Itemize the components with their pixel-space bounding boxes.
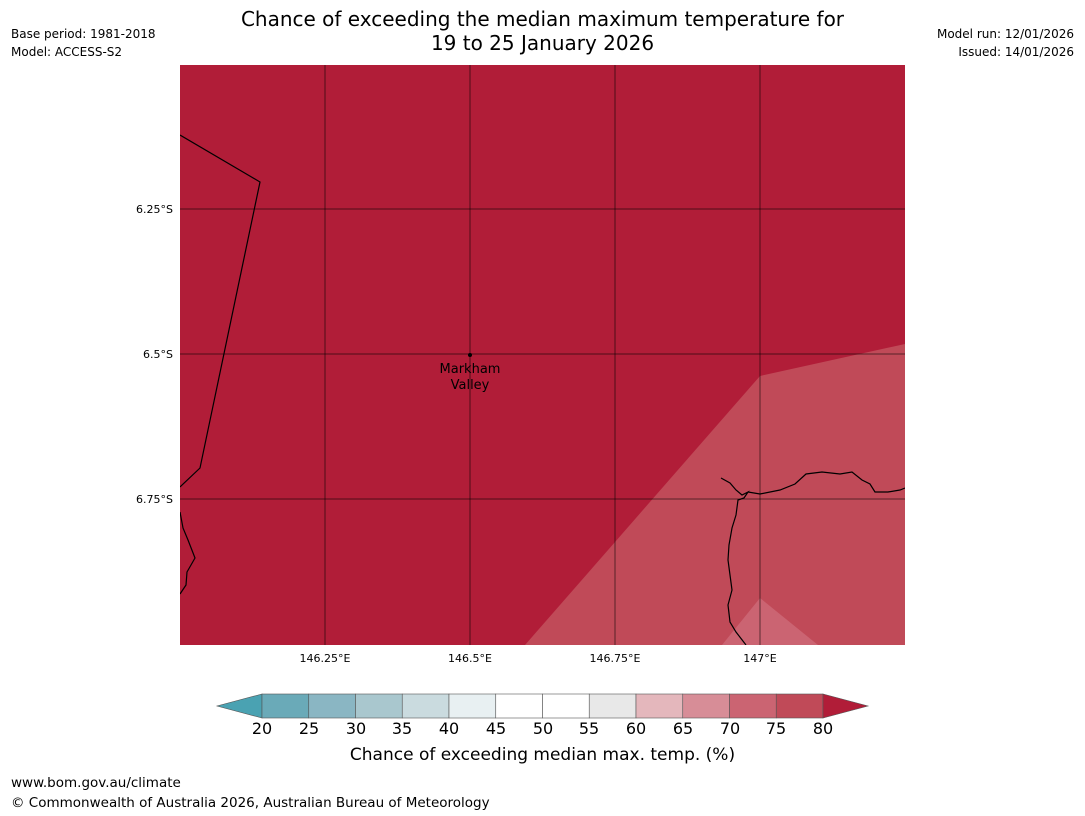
place-label-line-1: Markham [440, 362, 501, 377]
place-label-line-2: Valley [451, 378, 490, 393]
colorbar-cell-65-70 [682, 693, 730, 719]
colorbar-title: Chance of exceeding median max. temp. (%… [349, 745, 736, 765]
colorbar-tick-40: 40 [438, 719, 460, 738]
colorbar-cell-35-40 [401, 693, 450, 719]
colorbar-tick-65: 65 [672, 719, 694, 738]
footer-url[interactable]: www.bom.gov.au/climate [11, 775, 181, 791]
coastlines [180, 134, 905, 645]
colorbar-cell-55-60 [588, 693, 637, 719]
colorbar-tick-30: 30 [345, 719, 367, 738]
lat-label-6-5: 6.5°S [143, 348, 173, 361]
coastline-southwest [180, 511, 196, 595]
colorbar-cell-70-75 [729, 693, 777, 719]
place-marker-markham-valley[interactable]: Markham Valley [440, 353, 501, 393]
colorbar-cell-75-80 [775, 693, 824, 719]
lat-tick-labels: 6.25°S 6.5°S 6.75°S [136, 203, 173, 506]
gridlines [180, 65, 905, 645]
header-meta-right: Model run: 12/01/2026 Issued: 14/01/2026 [937, 25, 1074, 61]
issued-text: Issued: 14/01/2026 [958, 45, 1074, 59]
colorbar-cell-30-35 [355, 693, 403, 719]
title-line-1: Chance of exceeding the median maximum t… [240, 7, 845, 31]
lon-tick-labels: 146.25°E 146.5°E 146.75°E 147°E [300, 652, 777, 665]
colorbar-cell-25-30 [308, 693, 356, 719]
colorbar-tick-70: 70 [719, 719, 741, 738]
colorbar-tick-55: 55 [578, 719, 600, 738]
colorbar-tick-20: 20 [251, 719, 273, 738]
colorbar-cell-40-45 [448, 693, 497, 719]
colorbar-cell-50-55 [542, 693, 590, 719]
colorbar-tick-45: 45 [485, 719, 507, 738]
region-70-75 [722, 598, 818, 645]
coastline-huon-gulf [720, 477, 750, 645]
model-text: Model: ACCESS-S2 [11, 45, 123, 59]
base-period-text: Base period: 1981-2018 [11, 27, 156, 41]
colorbar-tick-25: 25 [298, 719, 320, 738]
lon-label-146-25: 146.25°E [300, 652, 351, 665]
colorbar-cell-60-65 [635, 693, 684, 719]
region-75-80 [525, 344, 905, 645]
colorbar-low-extend [215, 693, 263, 719]
map-area[interactable]: Markham Valley [180, 65, 905, 645]
title-line-2: 19 to 25 January 2026 [430, 31, 655, 55]
colorbar-cell-20-25 [261, 693, 310, 719]
colorbar-tick-75: 75 [765, 719, 787, 738]
lon-label-146-75: 146.75°E [590, 652, 641, 665]
lon-label-146-5: 146.5°E [448, 652, 492, 665]
boundary-line-west [180, 134, 261, 488]
coastline-east [747, 471, 905, 495]
footer-copyright: © Commonwealth of Australia 2026, Austra… [11, 795, 490, 811]
chart-title: Chance of exceeding the median maximum t… [0, 7, 1085, 55]
lon-label-147: 147°E [743, 652, 776, 665]
lat-label-6-75: 6.75°S [136, 493, 173, 506]
colorbar-cell-45-50 [495, 693, 543, 719]
header-meta-left: Base period: 1981-2018 Model: ACCESS-S2 [11, 25, 156, 61]
colorbar-tick-80: 80 [812, 719, 834, 738]
colorbar [215, 693, 870, 719]
model-run-text: Model run: 12/01/2026 [936, 27, 1074, 41]
colorbar-tick-35: 35 [391, 719, 413, 738]
lat-label-6-25: 6.25°S [136, 203, 173, 216]
colorbar-tick-50: 50 [532, 719, 554, 738]
colorbar-high-extend [822, 693, 870, 719]
colorbar-tick-60: 60 [625, 719, 647, 738]
colorbar-cells [261, 693, 824, 719]
place-dot [468, 353, 472, 357]
